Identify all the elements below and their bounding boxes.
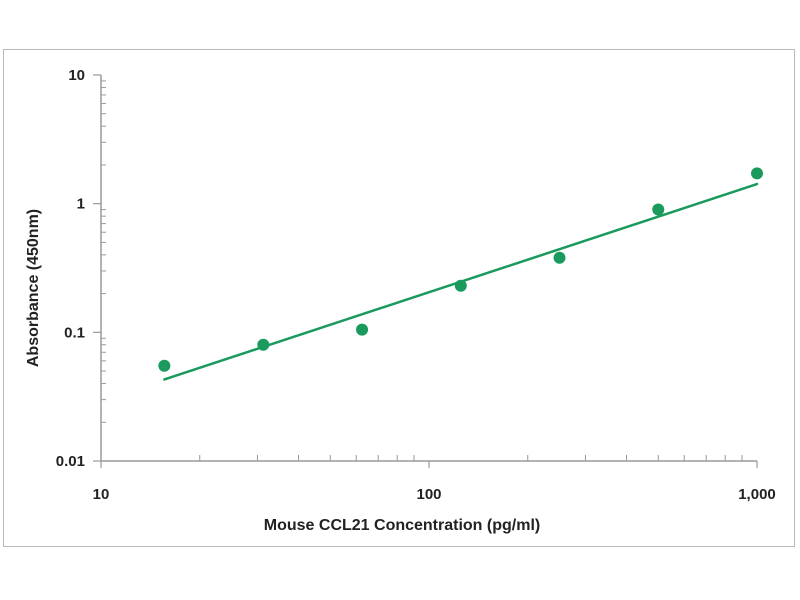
y-tick-label: 0.1 (64, 324, 85, 341)
data-point (257, 338, 270, 351)
x-tick-label: 100 (416, 486, 441, 503)
data-point (158, 359, 171, 372)
data-points (158, 167, 763, 372)
x-tick-label: 1,000 (738, 486, 776, 503)
data-point (454, 279, 467, 292)
y-tick-label: 0.01 (56, 453, 85, 470)
axes (100, 75, 757, 462)
y-axis-label: Absorbance (450nm) (25, 209, 42, 367)
data-point (553, 251, 566, 264)
data-point (356, 323, 369, 336)
y-tick-label: 10 (68, 67, 85, 84)
data-point (652, 203, 665, 216)
ticks (93, 74, 758, 468)
data-point (751, 167, 763, 180)
tick-labels: 10 1 0.1 0.01 10 100 1,000 (56, 67, 776, 503)
chart-frame (3, 49, 795, 547)
x-tick-label: 10 (93, 486, 110, 503)
x-axis-label: Mouse CCL21 Concentration (pg/ml) (264, 517, 540, 534)
y-tick-label: 1 (77, 196, 85, 213)
